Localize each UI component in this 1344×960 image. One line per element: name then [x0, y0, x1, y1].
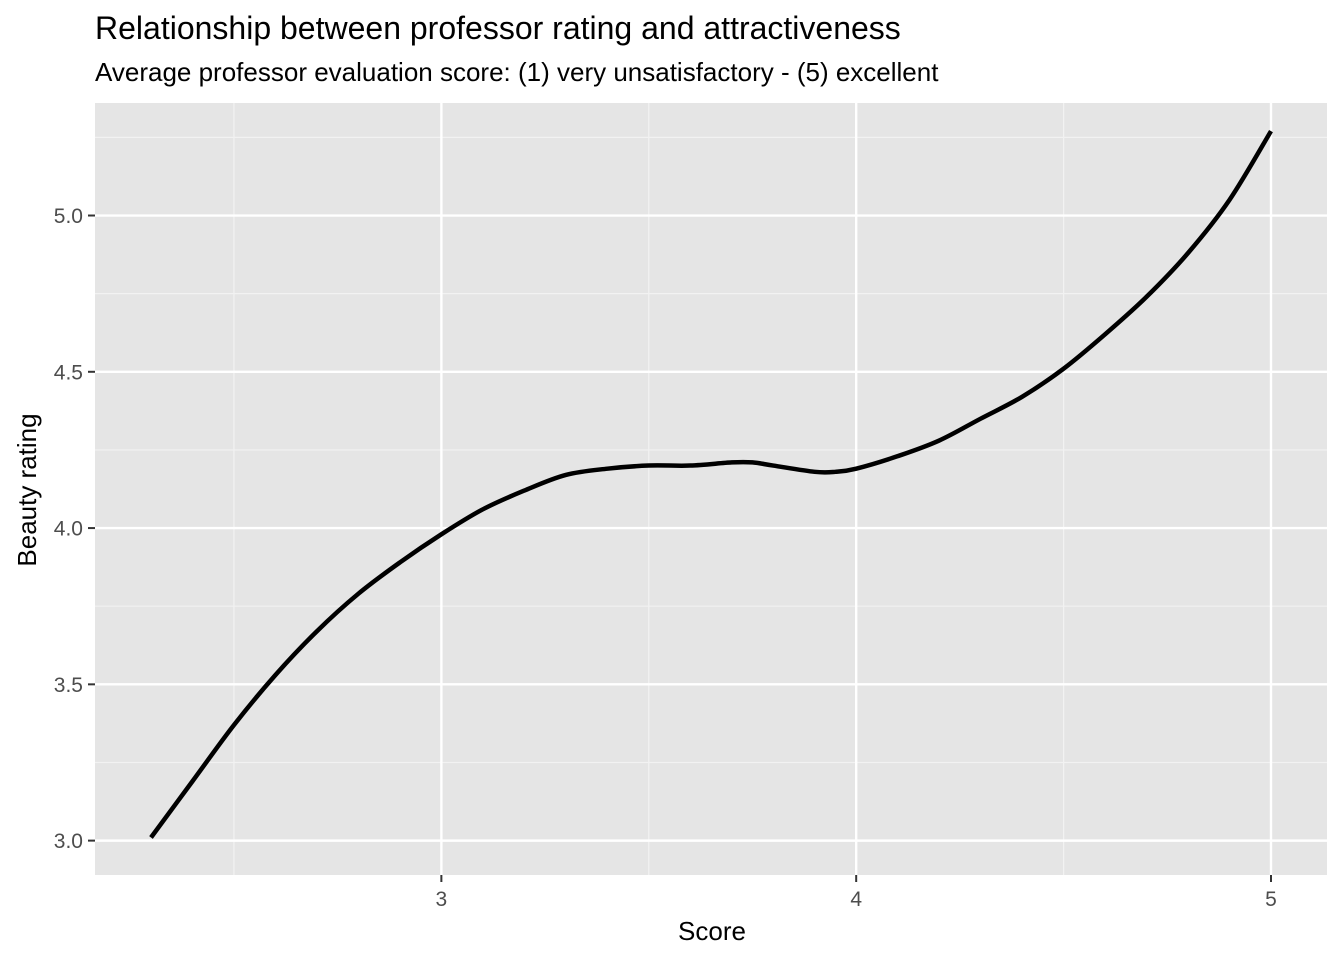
y-axis: 3.0 3.5 4.0 4.5 5.0	[54, 205, 95, 853]
series-layer	[149, 129, 1273, 839]
y-tick-label: 3.0	[54, 830, 83, 853]
y-tick-label: 5.0	[54, 205, 83, 228]
y-tick-label: 4.0	[54, 518, 83, 541]
plot-panel	[95, 103, 1327, 875]
smooth-trend-line	[149, 129, 1273, 839]
chart-subtitle: Average professor evaluation score: (1) …	[95, 57, 939, 87]
y-axis-label: Beauty rating	[12, 413, 42, 566]
chart-title: Relationship between professor rating an…	[95, 10, 901, 46]
y-tick-label: 3.5	[54, 674, 83, 697]
x-axis-label: Score	[678, 916, 746, 946]
major-gridlines	[95, 103, 1327, 875]
x-tick-label: 3	[436, 888, 448, 911]
x-tick-label: 4	[850, 888, 862, 911]
x-axis: 3 4 5	[436, 875, 1277, 911]
x-tick-label: 5	[1265, 888, 1277, 911]
minor-gridlines	[95, 103, 1327, 875]
y-tick-label: 4.5	[54, 361, 83, 384]
